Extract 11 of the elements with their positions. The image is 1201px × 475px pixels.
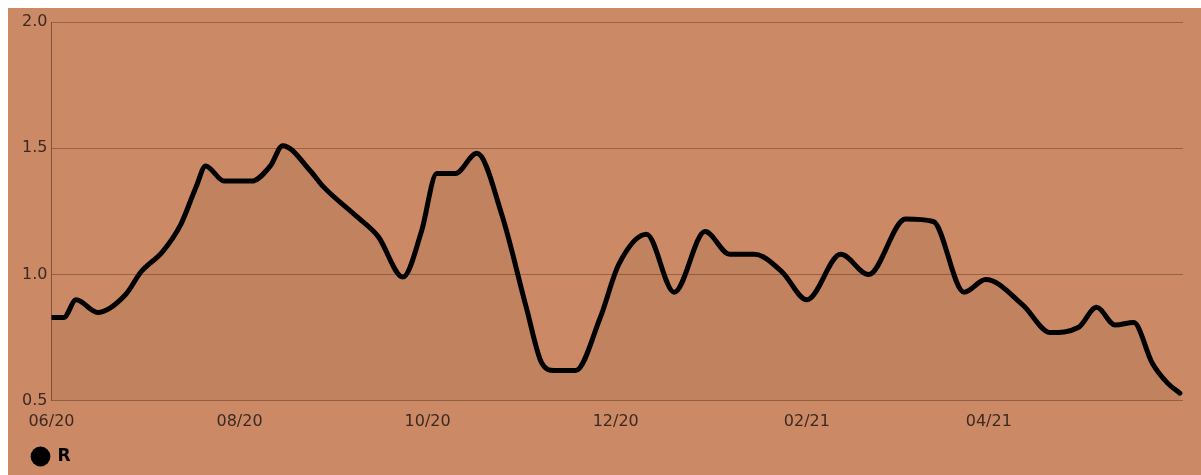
y-tick-label: 1.0: [21, 263, 48, 283]
x-tick-label: 10/20: [404, 410, 451, 430]
x-tick-label: 04/21: [965, 410, 1012, 430]
legend-label: R: [57, 444, 71, 465]
y-tick-label: 1.5: [21, 137, 48, 157]
x-tick-label: 08/20: [216, 410, 263, 430]
x-tick-label: 12/20: [592, 410, 639, 430]
x-tick-label: 02/21: [783, 410, 830, 430]
x-tick-label: 06/20: [28, 410, 75, 430]
y-tick-label: 2.0: [21, 11, 48, 31]
y-tick-label: 0.5: [21, 389, 48, 409]
